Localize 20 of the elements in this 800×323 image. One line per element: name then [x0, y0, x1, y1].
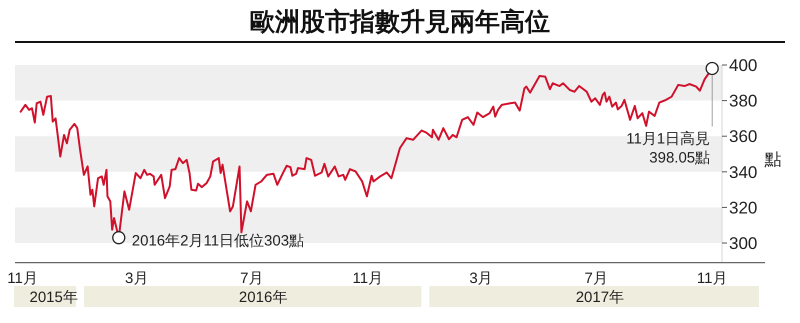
x-tick-label: 11月: [7, 270, 38, 287]
x-tick-label: 11月: [352, 270, 384, 287]
x-tick-label: 7月: [584, 270, 608, 287]
x2-tick-label: 2015年: [29, 289, 78, 306]
x2-tick-label: 2017年: [576, 289, 624, 306]
annotation: 11月1日高見 398.05點: [626, 130, 710, 166]
y-tick-label: 360: [729, 127, 758, 146]
y-tick-label: 380: [729, 92, 758, 111]
y-axis-title: 點: [764, 150, 782, 169]
x-tick-label: 3月: [469, 270, 493, 287]
y-tick-label: 340: [729, 162, 758, 182]
x2-tick-label: 2016年: [238, 289, 288, 306]
y-tick-label: 320: [729, 198, 758, 218]
annotation: 2016年2月11日低位303點: [132, 232, 304, 250]
x-tick-label: 11月: [696, 270, 728, 287]
x-tick-label: 3月: [125, 270, 148, 287]
chart-title: 歐洲股市指數升見兩年高位: [250, 7, 550, 36]
y-tick-label: 400: [729, 56, 758, 75]
y-tick-label: 300: [729, 234, 758, 254]
x-tick-label: 7月: [240, 270, 264, 287]
